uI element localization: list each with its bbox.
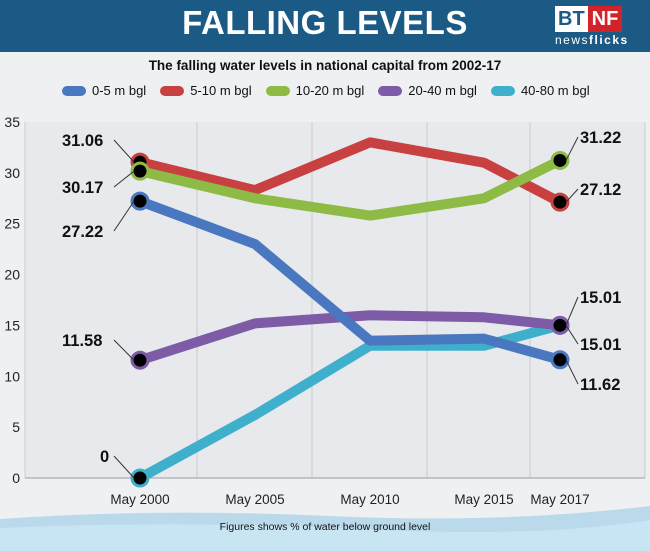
legend: 0-5 m bgl 5-10 m bgl 10-20 m bgl 20-40 m bg…	[62, 83, 590, 98]
legend-swatch	[378, 85, 403, 96]
logo-bt: BT	[555, 6, 588, 32]
x-tick-label: May 2017	[530, 492, 589, 507]
data-label: 11.58	[62, 332, 102, 350]
data-label: 31.06	[62, 132, 103, 150]
legend-item: 5-10 m bgl	[160, 83, 252, 98]
data-point	[130, 191, 150, 211]
legend-label: 40-80 m bgl	[520, 83, 590, 98]
y-tick-label: 25	[4, 216, 20, 232]
y-tick-label: 0	[12, 470, 20, 486]
callout-leader	[113, 139, 135, 163]
y-tick-label: 15	[4, 317, 20, 333]
data-label: 15.01	[580, 289, 621, 307]
series-line	[135, 320, 565, 483]
x-tick-label: May 2010	[340, 492, 399, 507]
series-line	[135, 196, 565, 365]
legend-label: 20-40 m bgl	[408, 83, 477, 98]
data-label: 31.22	[580, 129, 621, 147]
legend-swatch	[490, 85, 515, 96]
callout-leader	[565, 296, 579, 326]
callout-leader	[565, 136, 579, 161]
plot-background	[25, 122, 645, 478]
legend-label: 0-5 m bgl	[92, 83, 147, 98]
series-line	[135, 310, 565, 366]
y-tick-label: 10	[4, 368, 20, 384]
data-label: 27.22	[62, 223, 103, 241]
series-line	[135, 155, 565, 221]
data-point	[130, 161, 150, 181]
wave-decoration-front	[0, 520, 650, 551]
callout-leader	[113, 455, 135, 479]
legend-item: 40-80 m bgl	[490, 83, 590, 98]
data-label: 15.01	[580, 336, 621, 354]
callout-leader	[113, 170, 135, 188]
legend-swatch	[62, 85, 86, 96]
data-point	[550, 150, 570, 170]
logo-subtext: newsflicks	[555, 33, 639, 47]
legend-item: 10-20 m bgl	[265, 83, 365, 98]
y-tick-label: 5	[12, 419, 20, 435]
x-tick-label: May 2000	[110, 492, 169, 507]
legend-label: 5-10 m bgl	[190, 83, 252, 98]
data-label: 27.12	[580, 181, 621, 199]
series-line	[135, 137, 565, 208]
callout-leader	[565, 188, 579, 203]
logo-sub-flicks: flicks	[589, 33, 629, 47]
data-label: 11.62	[580, 376, 620, 394]
y-tick-label: 35	[4, 114, 20, 130]
data-point	[130, 350, 150, 370]
callout-leader	[565, 325, 579, 345]
logo-sub-news: news	[555, 33, 590, 47]
x-tick-label: May 2005	[225, 492, 284, 507]
callout-leader	[113, 339, 135, 361]
logo-nf: NF	[587, 6, 623, 32]
data-point	[550, 192, 570, 212]
data-point	[130, 468, 150, 488]
legend-label: 10-20 m bgl	[295, 83, 365, 98]
legend-item: 20-40 m bgl	[378, 83, 477, 98]
callout-leader	[565, 359, 579, 385]
header-banner: FALLING LEVELS BT NF newsflicks	[0, 0, 650, 52]
legend-swatch	[160, 85, 185, 96]
data-label: 0	[100, 448, 109, 466]
brand-logo: BT NF newsflicks	[555, 6, 639, 48]
y-tick-label: 30	[4, 165, 20, 181]
data-label: 30.17	[62, 179, 103, 197]
callout-leader	[113, 200, 135, 232]
legend-item: 0-5 m bgl	[62, 83, 146, 98]
headline: FALLING LEVELS	[182, 4, 468, 41]
data-point	[550, 350, 570, 370]
legend-swatch	[265, 85, 290, 96]
data-point	[550, 315, 570, 335]
footnote: Figures shows % of water below ground le…	[219, 521, 431, 533]
y-tick-label: 20	[4, 267, 20, 283]
x-tick-label: May 2015	[454, 492, 513, 507]
chart-title: The falling water levels in national cap…	[148, 58, 502, 73]
